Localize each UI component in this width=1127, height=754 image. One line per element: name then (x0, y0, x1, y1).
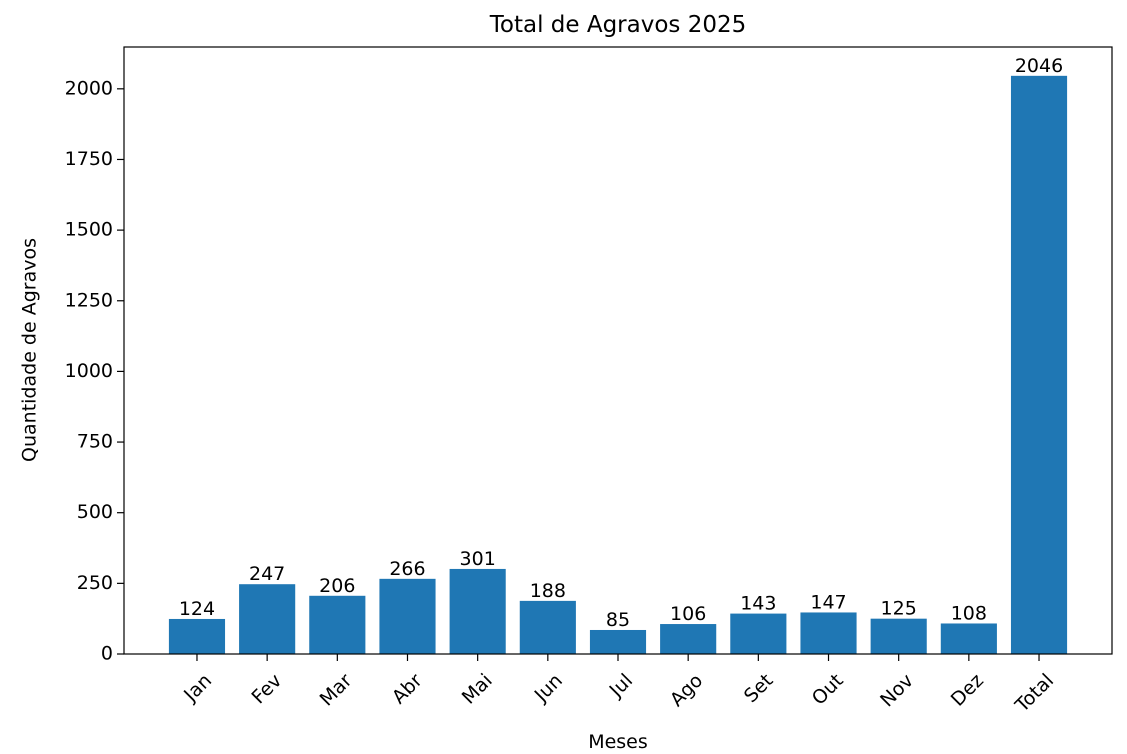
bar (309, 595, 366, 654)
bar (940, 623, 997, 654)
bar (1010, 75, 1068, 654)
bar (800, 612, 857, 654)
value-label: 247 (249, 563, 285, 585)
value-label: 143 (740, 593, 776, 615)
x-tick-label: Ago (666, 670, 707, 711)
value-label: 188 (530, 580, 566, 602)
x-tick-label: Fev (248, 670, 287, 709)
value-label: 206 (319, 575, 355, 597)
bar (239, 584, 296, 654)
y-tick-label: 1500 (65, 219, 113, 241)
y-tick-label: 1250 (65, 289, 113, 311)
plot-frame (123, 46, 1113, 655)
bar (379, 578, 436, 654)
value-label: 108 (951, 602, 987, 624)
value-label: 124 (179, 598, 215, 620)
value-label: 85 (606, 609, 630, 631)
y-axis-label: Quantidade de Agravos (19, 238, 41, 462)
x-tick-label: Out (808, 670, 848, 710)
value-label: 301 (460, 548, 496, 570)
x-tick-label: Total (1011, 670, 1059, 718)
x-tick-label: Nov (876, 670, 918, 712)
bar (870, 618, 927, 654)
x-tick-label: Jul (605, 670, 637, 702)
bar (168, 618, 226, 654)
value-label: 125 (881, 598, 917, 620)
x-tick-label: Jan (179, 670, 216, 707)
y-tick-label: 1000 (65, 360, 113, 382)
y-tick-label: 250 (77, 572, 113, 594)
chart-title: Total de Agravos 2025 (489, 12, 746, 38)
x-tick-label: Jun (530, 670, 567, 707)
x-axis-label: Meses (588, 731, 648, 753)
value-label: 2046 (1015, 55, 1063, 77)
y-tick-label: 2000 (65, 77, 113, 99)
bar (519, 600, 576, 654)
value-label: 266 (389, 558, 425, 580)
y-tick-label: 500 (77, 501, 113, 523)
bar (660, 624, 717, 654)
value-label: 147 (810, 591, 846, 613)
bar (449, 568, 506, 654)
bar (589, 629, 647, 654)
y-tick-label: 1750 (65, 148, 113, 170)
x-tick-label: Mar (316, 669, 357, 710)
x-tick-label: Abr (388, 669, 427, 708)
x-tick-label: Dez (947, 670, 988, 711)
x-tick-label: Mai (458, 670, 497, 709)
x-tick-label: Set (740, 670, 778, 708)
y-tick-label: 0 (101, 643, 113, 665)
y-tick-label: 750 (77, 431, 113, 453)
value-label: 106 (670, 603, 706, 625)
bar (730, 613, 787, 654)
